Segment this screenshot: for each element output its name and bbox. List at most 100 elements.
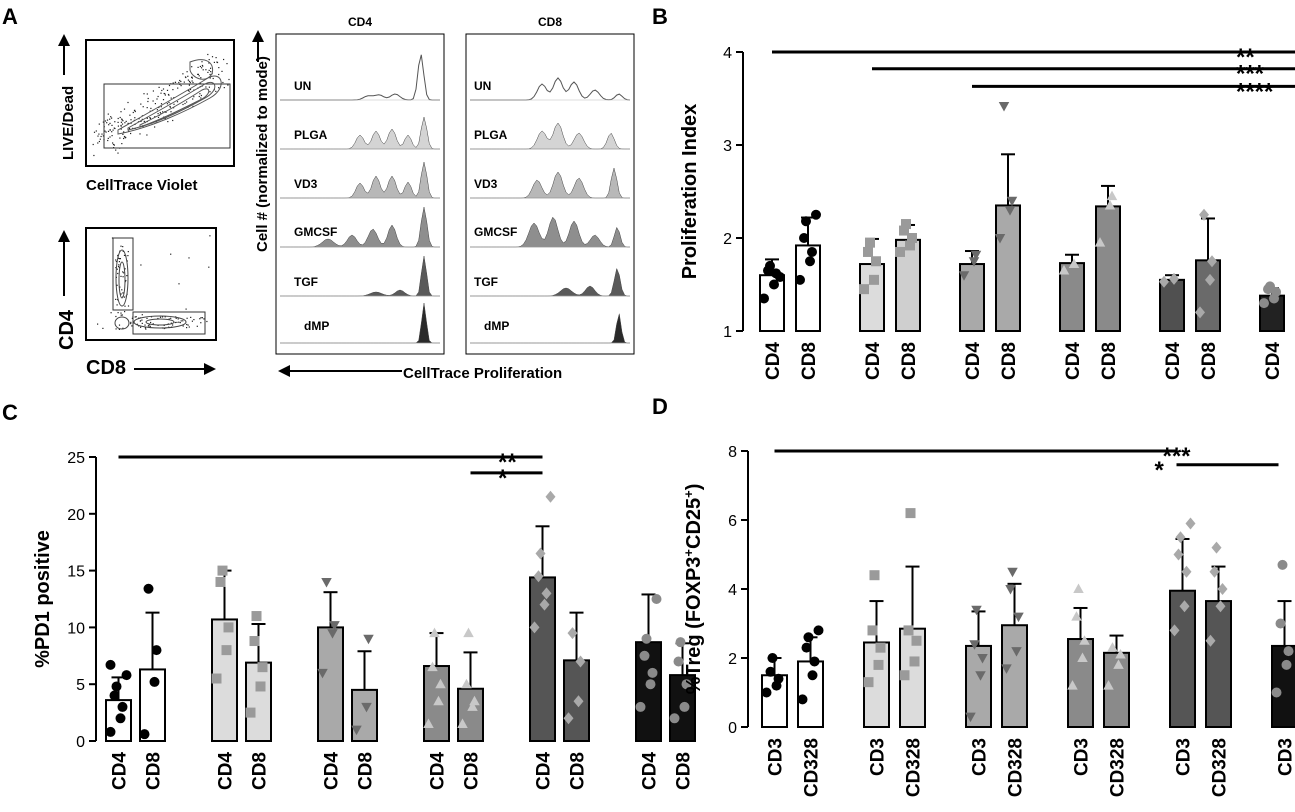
flow-bottom-frame: [85, 227, 217, 341]
flow-event-dot: [98, 123, 100, 125]
histogram-x-label: CellTrace Proliferation: [403, 365, 562, 382]
flow-event-dot: [183, 81, 185, 83]
flow-event-dot: [109, 122, 111, 124]
flow-event-dot: [109, 129, 111, 131]
histogram-cd8-traces: [470, 77, 631, 344]
flow-event-dot: [124, 305, 126, 307]
flow-event-dot: [127, 305, 130, 307]
flow-event-dot: [199, 93, 201, 95]
hist-cd4-label-un: UN: [294, 79, 311, 93]
flow-event-dot: [165, 111, 167, 113]
category-label: CD3: [970, 738, 991, 776]
data-point: [1115, 649, 1126, 659]
data-point: [863, 677, 874, 688]
data-point: [801, 216, 811, 227]
flow-event-dot: [100, 135, 102, 138]
flow-event-dot: [93, 131, 96, 133]
flow-event-dot: [109, 118, 111, 120]
data-point: [1106, 190, 1118, 201]
flow-event-dot: [124, 311, 126, 313]
data-point: [245, 707, 256, 718]
flow-event-dot: [121, 289, 123, 291]
data-point: [545, 490, 556, 503]
flow-event-dot: [120, 124, 122, 127]
flow-event-dot: [176, 321, 178, 323]
data-point: [461, 678, 472, 689]
flow-event-dot: [102, 135, 104, 137]
data-point: [1271, 687, 1282, 698]
data-point: [563, 712, 574, 725]
flow-event-dot: [146, 117, 148, 119]
flow-event-dot: [193, 96, 195, 98]
data-point: [859, 284, 869, 295]
flow-event-dot: [201, 317, 203, 319]
data-point: [427, 661, 438, 672]
y-tick-label: 15: [67, 564, 85, 581]
data-point: [251, 611, 262, 622]
flow-event-dot: [200, 322, 202, 324]
y-tick-label: 4: [728, 582, 737, 599]
flow-event-dot: [198, 95, 200, 98]
data-point: [223, 622, 234, 633]
flow-event-dot: [185, 308, 187, 310]
flow-event-dot: [97, 135, 99, 137]
flow-event-dot: [192, 98, 194, 100]
flow-event-dot: [117, 125, 119, 127]
flow-event-dot: [140, 326, 142, 328]
flow-event-dot: [116, 268, 118, 270]
flow-event-dot: [117, 152, 119, 154]
category-label: CD328: [1006, 738, 1027, 797]
flow-event-dot: [121, 118, 123, 120]
data-point: [647, 667, 658, 678]
category-label: CD4: [1263, 342, 1284, 380]
flow-event-dot: [170, 317, 172, 319]
flow-event-dot: [188, 257, 190, 259]
flow-event-dot: [218, 73, 220, 76]
flow-event-dot: [119, 286, 121, 288]
data-point: [679, 701, 690, 712]
data-point: [351, 725, 362, 736]
flow-event-dot: [208, 62, 210, 64]
flow-event-dot: [157, 317, 159, 320]
y-tick-label: 0: [728, 720, 737, 737]
flow-event-dot: [164, 94, 166, 96]
flow-event-dot: [178, 283, 180, 285]
data-point: [1007, 567, 1018, 578]
data-point: [423, 718, 434, 728]
data-point: [807, 670, 818, 681]
flow-event-dot: [182, 325, 184, 327]
flow-event-dot: [152, 100, 154, 102]
data-point: [795, 274, 805, 285]
category-label: CD8: [144, 752, 165, 790]
data-point: [867, 625, 878, 636]
data-point: [869, 570, 880, 581]
flow-event-dot: [213, 61, 215, 63]
flow-event-dot: [105, 131, 107, 133]
data-point: [211, 673, 222, 684]
data-point: [970, 250, 982, 261]
data-point: [463, 627, 474, 638]
category-label: CD4: [428, 752, 449, 790]
flow-event-dot: [111, 131, 113, 133]
data-point: [221, 645, 232, 656]
flow-event-dot: [120, 275, 122, 277]
category-label: CD8: [568, 752, 589, 790]
data-point: [869, 274, 879, 285]
data-point: [105, 726, 116, 737]
flow-event-dot: [120, 245, 122, 247]
data-point: [1094, 237, 1106, 247]
data-point: [575, 655, 586, 668]
flow-event-dot: [187, 89, 189, 92]
flow-event-dot: [163, 327, 165, 330]
data-point: [809, 656, 820, 667]
flow-event-dot: [122, 327, 124, 329]
data-point: [249, 636, 260, 647]
flow-event-dot: [146, 134, 148, 136]
data-point: [635, 701, 646, 712]
flow-event-dot: [117, 117, 119, 120]
category-label: CD4: [863, 342, 884, 380]
data-point: [1277, 559, 1288, 570]
flow-event-dot: [178, 321, 180, 323]
flow-event-dot: [188, 326, 190, 328]
flow-event-dot: [102, 327, 104, 329]
